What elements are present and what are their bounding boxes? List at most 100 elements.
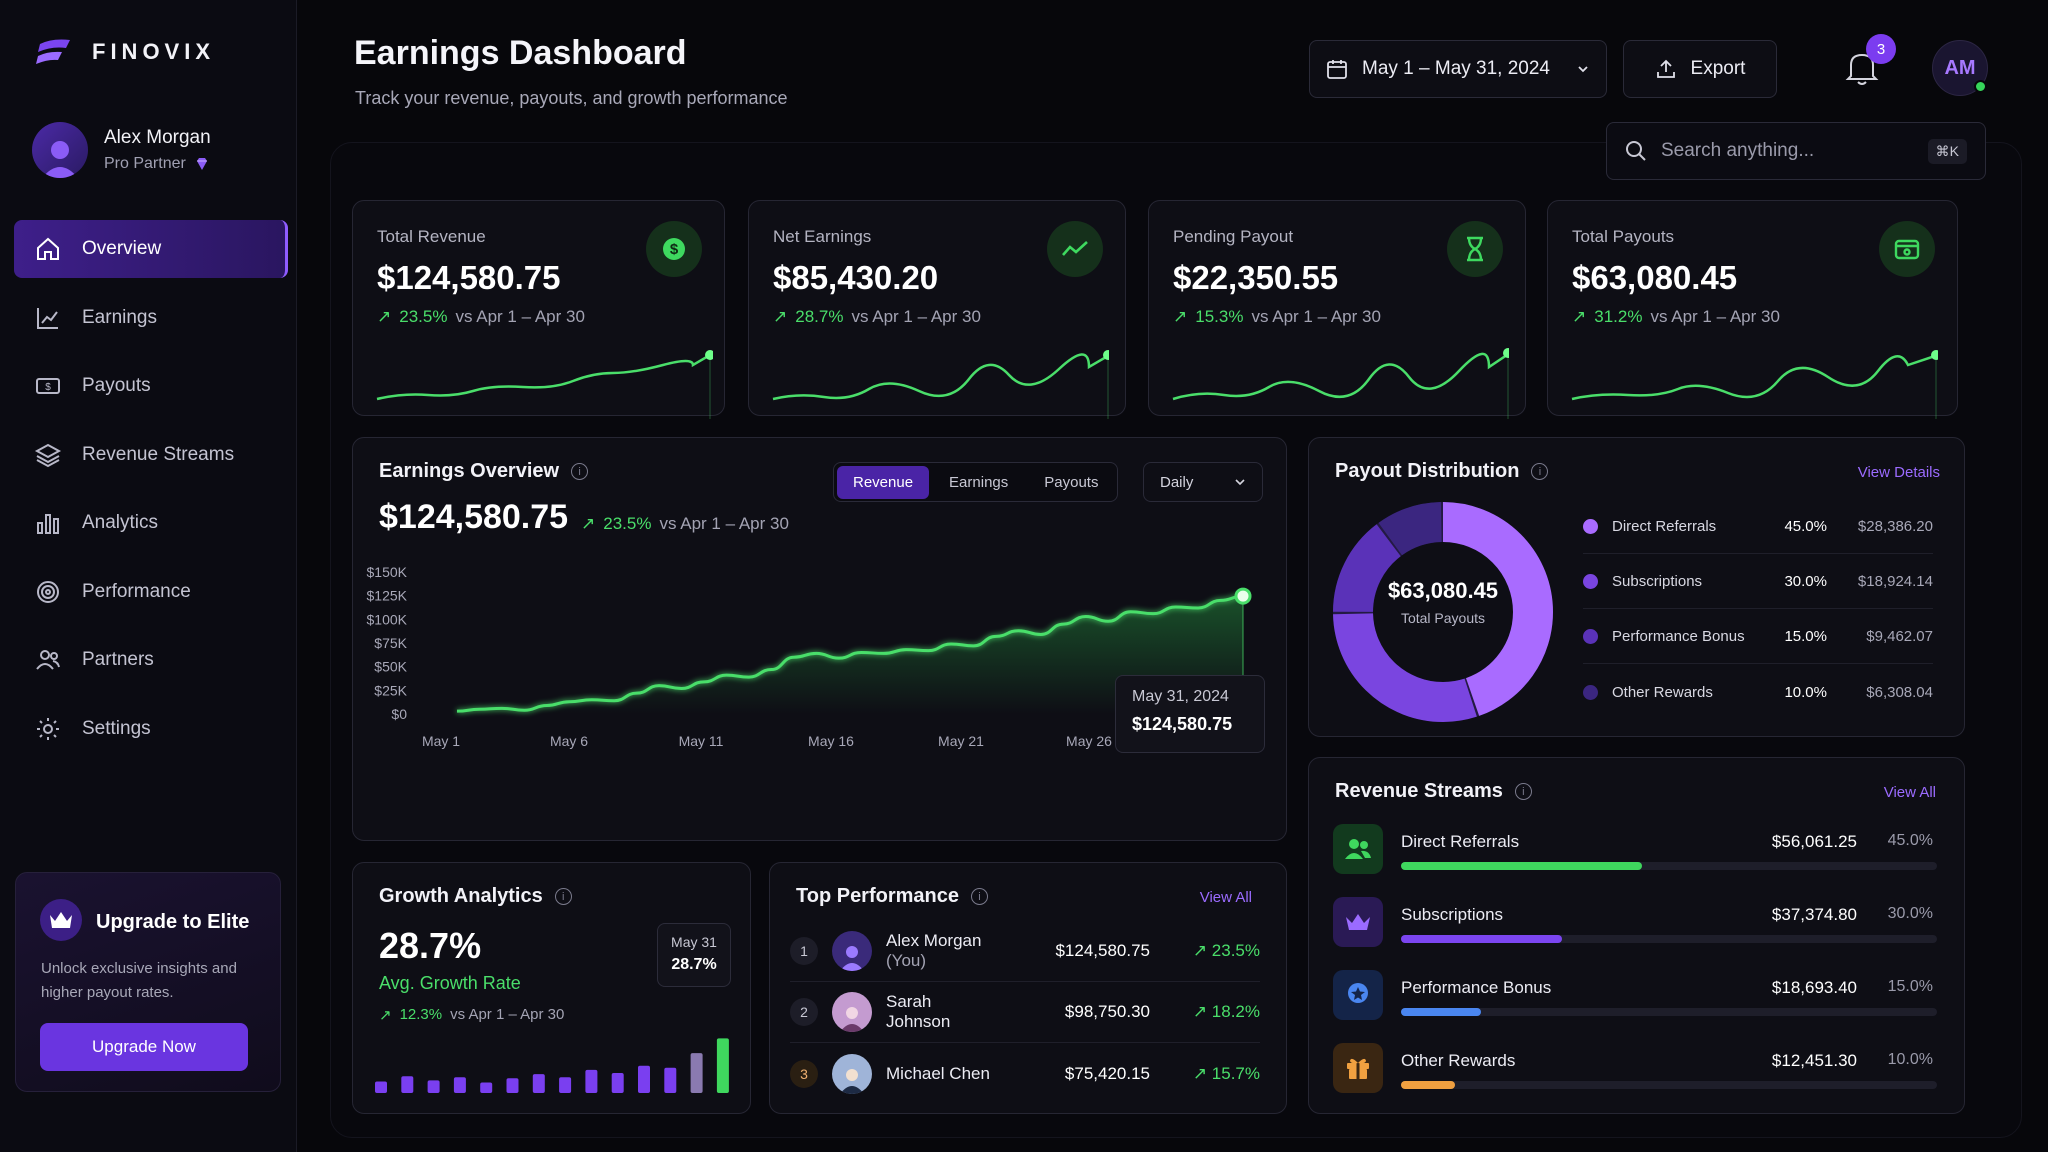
period-select[interactable]: Daily (1143, 462, 1263, 502)
sidebar-item-label: Revenue Streams (82, 443, 235, 465)
legend-dot (1583, 684, 1598, 700)
donut-slice[interactable] (1333, 502, 1553, 722)
earnings-area-chart: $0 $25K $50K $75K $100K $125K $150K May 1 May 6… (367, 564, 1252, 749)
stat-card-total-revenue[interactable]: Total Revenue $124,580.75 ↗ 23.5% vs Apr… (352, 200, 725, 419)
info-icon[interactable]: i (971, 888, 988, 905)
stat-card-total-payouts[interactable]: Total Payouts $63,080.45 ↗ 31.2% vs Apr … (1547, 200, 1958, 419)
search-input[interactable] (1661, 140, 1914, 162)
sidebar-item-settings[interactable]: Settings (14, 700, 288, 758)
info-icon[interactable]: i (1514, 783, 1532, 800)
stat-change-value: 31.2% (1594, 307, 1643, 326)
performer-name: Michael Chen (886, 1063, 990, 1083)
top-performance-card: Top Performance i View All 1 Alex Morgan … (769, 862, 1287, 1114)
info-icon[interactable]: i (1531, 463, 1549, 480)
table-row[interactable]: 2 Sarah Johnson $98,750.30 ↗ 18.2% (790, 982, 1260, 1043)
sidebar: FINOVIX Alex Morgan Pro Partner Overview… (0, 0, 297, 1152)
sidebar-item-payouts[interactable]: $ Payouts (14, 357, 288, 415)
legend-item: Subscriptions 30.0% $18,924.14 (1583, 555, 1933, 609)
brand-name: FINOVIX (92, 39, 216, 64)
arrow-up-right-icon: ↗ (1572, 307, 1587, 326)
view-all-performers-link[interactable]: View All (1199, 889, 1252, 906)
stat-value: $22,350.55 (1173, 259, 1339, 296)
badge-icon (1333, 970, 1383, 1020)
stat-change: ↗ 15.3% vs Apr 1 – Apr 30 (1173, 307, 1381, 327)
search-bar: ⌘K (1606, 122, 1986, 180)
sidebar-item-overview[interactable]: Overview (14, 220, 288, 278)
cash-icon: $ (36, 378, 60, 394)
line-chart-icon (37, 307, 58, 329)
table-row[interactable]: 3 Michael Chen $75,420.15 ↗ 15.7% (790, 1043, 1260, 1104)
stat-label: Total Payouts (1572, 227, 1675, 246)
tab-earnings[interactable]: Earnings (949, 473, 1009, 491)
table-row[interactable]: 1 Alex Morgan (You) $124,580.75 ↗ 23.5% (790, 921, 1260, 982)
arrow-up-right-icon: ↗ (773, 307, 788, 326)
tab-payouts[interactable]: Payouts (1044, 473, 1099, 491)
stat-label: Pending Payout (1173, 227, 1294, 246)
diamond-icon (196, 158, 207, 170)
export-button[interactable]: Export (1623, 40, 1777, 98)
page-title: Earnings Dashboard (354, 34, 687, 72)
legend-amount: $18,924.14 (1857, 573, 1933, 590)
y-tick-label: $150K (367, 564, 408, 580)
tooltip-date: May 31, 2024 (1132, 688, 1229, 705)
sparkline (376, 350, 713, 419)
growth-bar (716, 1038, 729, 1093)
search-icon (1626, 141, 1646, 161)
sidebar-item-partners[interactable]: Partners (14, 631, 288, 689)
tab-revenue[interactable]: Revenue (837, 465, 930, 499)
performer-name: Sarah Johnson (886, 992, 951, 1031)
view-details-link[interactable]: View Details (1857, 464, 1940, 481)
stream-percent: 15.0% (1887, 978, 1933, 995)
stream-performance-bonus[interactable]: Performance Bonus $18,693.40 15.0% (1333, 970, 1937, 1026)
logo-icon (36, 39, 70, 64)
sidebar-item-earnings[interactable]: Earnings (14, 289, 288, 347)
payout-distribution-title: Payout Distribution i (1335, 460, 1549, 483)
svg-text:$: $ (670, 241, 679, 258)
stream-other-rewards[interactable]: Other Rewards $12,451.30 10.0% (1333, 1043, 1937, 1099)
notification-badge: 3 (1866, 34, 1896, 64)
growth-bar (506, 1078, 519, 1093)
brand-logo[interactable]: FINOVIX (34, 36, 215, 68)
upgrade-now-button[interactable]: Upgrade Now (40, 1023, 248, 1071)
y-tick-label: $75K (374, 635, 407, 651)
hourglass-icon (1447, 221, 1503, 277)
info-icon[interactable]: i (554, 888, 572, 905)
donut-slice[interactable] (1333, 502, 1553, 722)
sidebar-item-analytics[interactable]: Analytics (14, 494, 288, 552)
section-title: Growth Analytics (379, 885, 543, 907)
performer-amount: $124,580.75 (1055, 941, 1150, 960)
rank-badge: 3 (790, 1059, 818, 1088)
stat-compare: vs Apr 1 – Apr 30 (1251, 307, 1381, 326)
legend-amount: $28,386.20 (1857, 518, 1933, 535)
online-status-dot (1974, 80, 1987, 93)
home-icon (37, 237, 59, 260)
gift-icon (1333, 1043, 1383, 1093)
dollar-icon: $ (646, 221, 702, 277)
growth-bar (453, 1077, 466, 1093)
stream-subscriptions[interactable]: Subscriptions $37,374.80 30.0% (1333, 897, 1937, 953)
performer-change-value: 15.7% (1211, 1063, 1260, 1083)
stat-value: $85,430.20 (773, 259, 939, 296)
stat-card-net-earnings[interactable]: Net Earnings $85,430.20 ↗ 28.7% vs Apr 1… (748, 200, 1126, 419)
stat-label: Total Revenue (377, 227, 486, 246)
legend-amount: $9,462.07 (1866, 628, 1933, 645)
revenue-streams-title: Revenue Streams i (1335, 780, 1532, 803)
legend-percent: 30.0% (1784, 573, 1827, 590)
stat-compare: vs Apr 1 – Apr 30 (851, 307, 981, 326)
stream-direct-referrals[interactable]: Direct Referrals $56,061.25 45.0% (1333, 824, 1937, 880)
stat-card-pending-payout[interactable]: Pending Payout $22,350.55 ↗ 15.3% vs Apr… (1148, 200, 1526, 419)
users-icon (1333, 824, 1383, 874)
sidebar-item-performance[interactable]: Performance (14, 563, 288, 621)
user-profile[interactable]: Alex Morgan Pro Partner (32, 122, 211, 178)
date-range-picker[interactable]: May 1 – May 31, 2024 (1309, 40, 1607, 98)
legend-percent: 10.0% (1784, 683, 1827, 701)
earnings-overview-title: Earnings Overview i (379, 460, 589, 483)
bell-icon[interactable] (1843, 48, 1881, 88)
sidebar-item-revenue-streams[interactable]: Revenue Streams (14, 426, 288, 484)
stream-progress-fill (1401, 862, 1643, 870)
view-all-streams-link[interactable]: View All (1883, 784, 1936, 801)
user-avatar[interactable]: AM (1932, 40, 1988, 96)
info-icon[interactable]: i (571, 463, 589, 480)
stat-change-value: 23.5% (399, 307, 448, 326)
performer-change-value: 23.5% (1211, 941, 1260, 960)
